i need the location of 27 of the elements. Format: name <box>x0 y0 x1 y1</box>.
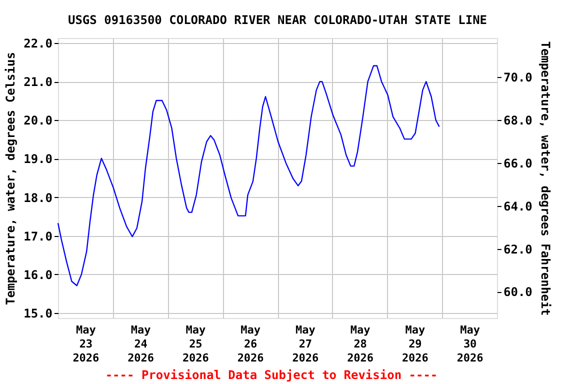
x-tick-label: May 23 2026 <box>72 324 100 364</box>
x-tick-label: May 24 2026 <box>128 324 154 364</box>
y-axis-title: Temperature, water, degrees Celsius <box>4 52 18 305</box>
x-tick-label: May 25 2026 <box>182 324 210 364</box>
line-series <box>57 65 440 286</box>
y2-tick-label: 68.0 <box>504 114 532 128</box>
chart-title: USGS 09163500 COLORADO RIVER NEAR COLORADO-UTAH STATE LINE <box>68 13 488 28</box>
x-tick-label: May 26 2026 <box>237 324 264 364</box>
y2-axis-title: Temperature, water, degrees Fahrenheit <box>538 41 552 316</box>
y-tick-label: 16.0 <box>24 268 52 282</box>
y2-tick-label: 60.0 <box>504 285 532 300</box>
y-tick-label: 20.0 <box>24 114 52 128</box>
y-tick-label: 21.0 <box>24 75 52 90</box>
x-tick-label: May 29 2026 <box>402 324 429 364</box>
y-tick-label: 19.0 <box>24 152 52 166</box>
x-tick-label: May 27 2026 <box>292 324 320 364</box>
x-tick-label: May 28 2026 <box>347 324 374 364</box>
x-tick-label: May 30 2026 <box>456 324 484 364</box>
y-tick-label: 22.0 <box>24 36 52 51</box>
y2-tick-label: 64.0 <box>504 199 532 214</box>
y-tick-label: 17.0 <box>24 229 52 244</box>
y-tick-label: 15.0 <box>24 306 52 320</box>
y2-tick-label: 62.0 <box>504 242 532 256</box>
y-tick-label: 18.0 <box>24 190 52 205</box>
text: ---- Provisional Data Subject to Revision ---- <box>105 368 438 382</box>
y2-tick-label: 66.0 <box>504 156 532 170</box>
y2-tick-label: 70.0 <box>504 70 532 85</box>
